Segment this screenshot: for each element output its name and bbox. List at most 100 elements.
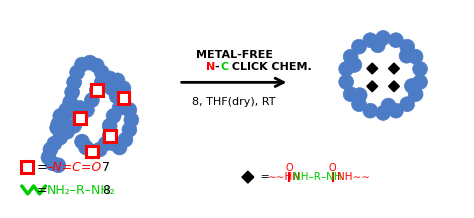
Bar bbox=[104, 130, 116, 141]
Circle shape bbox=[80, 103, 94, 117]
Circle shape bbox=[50, 120, 65, 135]
Circle shape bbox=[51, 158, 66, 173]
Circle shape bbox=[408, 87, 423, 102]
Text: N: N bbox=[206, 61, 216, 72]
Circle shape bbox=[413, 75, 428, 89]
Polygon shape bbox=[242, 171, 254, 183]
Circle shape bbox=[116, 95, 131, 109]
Text: C: C bbox=[220, 61, 228, 72]
Circle shape bbox=[73, 101, 87, 115]
Circle shape bbox=[60, 105, 74, 119]
Circle shape bbox=[94, 65, 109, 80]
Circle shape bbox=[55, 112, 70, 127]
Circle shape bbox=[74, 134, 90, 149]
Circle shape bbox=[99, 73, 114, 88]
Bar bbox=[86, 146, 98, 157]
Circle shape bbox=[400, 39, 415, 54]
Polygon shape bbox=[367, 81, 378, 92]
Circle shape bbox=[53, 109, 68, 123]
Circle shape bbox=[112, 140, 127, 155]
Circle shape bbox=[60, 124, 74, 139]
Bar bbox=[91, 84, 103, 96]
Circle shape bbox=[352, 39, 366, 54]
Circle shape bbox=[65, 85, 80, 100]
Text: NH∼∼: NH∼∼ bbox=[337, 172, 370, 182]
Circle shape bbox=[363, 33, 378, 48]
Circle shape bbox=[106, 109, 121, 123]
Circle shape bbox=[404, 78, 419, 93]
Circle shape bbox=[82, 55, 97, 70]
Circle shape bbox=[102, 118, 117, 133]
Text: -: - bbox=[214, 61, 219, 72]
Circle shape bbox=[106, 136, 121, 151]
Text: O: O bbox=[285, 163, 293, 173]
Circle shape bbox=[389, 103, 403, 118]
Circle shape bbox=[50, 120, 65, 135]
Text: 7: 7 bbox=[102, 161, 110, 174]
Polygon shape bbox=[389, 81, 400, 92]
Circle shape bbox=[65, 101, 80, 115]
Circle shape bbox=[104, 81, 119, 96]
Circle shape bbox=[413, 61, 428, 76]
Circle shape bbox=[343, 49, 358, 64]
Bar bbox=[74, 112, 86, 124]
Circle shape bbox=[118, 132, 133, 147]
Text: 8: 8 bbox=[102, 184, 110, 198]
Circle shape bbox=[47, 136, 62, 151]
Text: =: = bbox=[36, 161, 47, 174]
Circle shape bbox=[399, 48, 414, 63]
Text: METAL-FREE: METAL-FREE bbox=[196, 50, 273, 60]
Circle shape bbox=[112, 101, 127, 115]
Circle shape bbox=[370, 38, 385, 53]
Circle shape bbox=[122, 103, 137, 117]
Circle shape bbox=[51, 116, 66, 131]
Circle shape bbox=[70, 65, 84, 80]
Circle shape bbox=[376, 31, 391, 45]
Circle shape bbox=[73, 111, 87, 125]
Circle shape bbox=[408, 49, 423, 64]
Circle shape bbox=[389, 33, 403, 48]
Circle shape bbox=[63, 95, 78, 109]
Text: –N=C=O: –N=C=O bbox=[46, 161, 102, 174]
Polygon shape bbox=[389, 63, 400, 74]
Circle shape bbox=[84, 144, 99, 159]
Circle shape bbox=[92, 142, 107, 157]
Circle shape bbox=[79, 140, 93, 155]
Bar bbox=[118, 92, 129, 104]
Circle shape bbox=[347, 58, 362, 72]
Circle shape bbox=[352, 88, 367, 102]
Circle shape bbox=[84, 93, 99, 107]
Circle shape bbox=[339, 75, 354, 89]
Circle shape bbox=[116, 91, 131, 106]
Circle shape bbox=[41, 150, 56, 165]
Text: O: O bbox=[329, 163, 337, 173]
Circle shape bbox=[376, 106, 391, 120]
Circle shape bbox=[74, 57, 90, 72]
Circle shape bbox=[116, 81, 131, 96]
Circle shape bbox=[94, 75, 109, 90]
Text: 8, THF(dry), RT: 8, THF(dry), RT bbox=[192, 97, 276, 107]
Circle shape bbox=[53, 130, 68, 145]
Text: ∼∼HN: ∼∼HN bbox=[268, 172, 301, 182]
Text: CLICK CHEM.: CLICK CHEM. bbox=[228, 61, 312, 72]
Circle shape bbox=[43, 142, 58, 157]
Circle shape bbox=[67, 118, 82, 133]
Text: NH–R–NH: NH–R–NH bbox=[293, 172, 342, 182]
Circle shape bbox=[363, 103, 378, 118]
Circle shape bbox=[102, 71, 117, 86]
Circle shape bbox=[343, 87, 358, 102]
Circle shape bbox=[124, 112, 139, 127]
Circle shape bbox=[339, 61, 354, 76]
Circle shape bbox=[59, 103, 73, 117]
Circle shape bbox=[352, 97, 366, 112]
Circle shape bbox=[90, 58, 104, 73]
Circle shape bbox=[98, 136, 113, 151]
Polygon shape bbox=[367, 63, 378, 74]
Circle shape bbox=[381, 98, 396, 113]
Text: =: = bbox=[257, 172, 270, 182]
Circle shape bbox=[122, 122, 137, 137]
Text: =: = bbox=[36, 184, 47, 198]
Text: NH₂–R–NH₂: NH₂–R–NH₂ bbox=[46, 184, 115, 198]
Circle shape bbox=[45, 156, 60, 171]
Circle shape bbox=[110, 73, 125, 88]
